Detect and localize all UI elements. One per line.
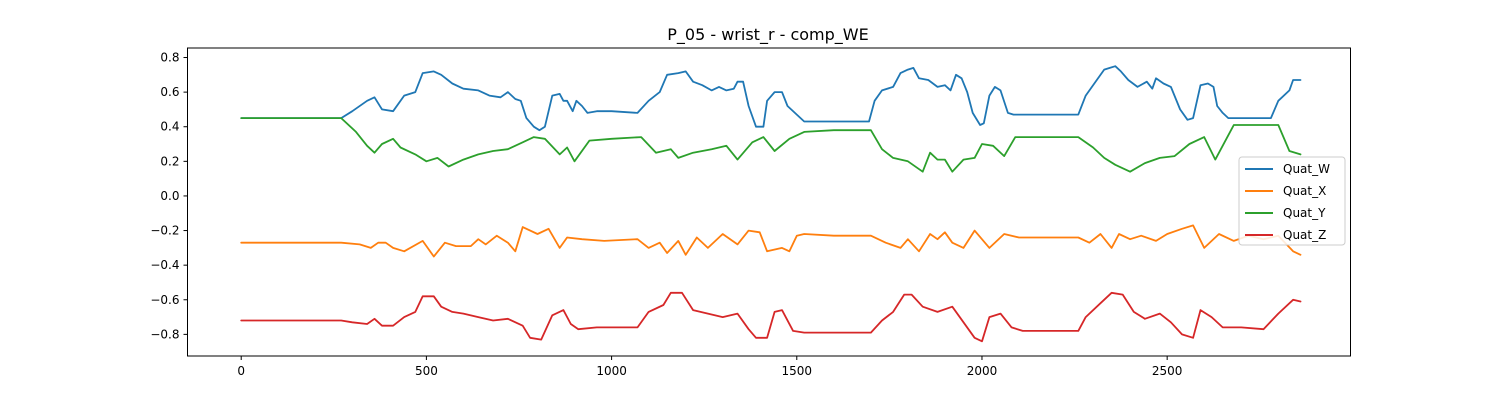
y-tick-label: 0.6 [160, 85, 179, 99]
y-tick-label: 0.8 [160, 51, 179, 65]
series-line-quat-z [240, 291, 1302, 343]
legend-label-quat-x: Quat_X [1283, 184, 1326, 198]
chart-title: P_05 - wrist_r - comp_WE [667, 25, 868, 45]
legend-label-quat-z: Quat_Z [1283, 228, 1326, 242]
y-axis: −0.8 −0.6 −0.4 −0.2 0.0 0.2 0.4 0.6 0.8 [150, 51, 188, 341]
y-tick-label: −0.2 [150, 224, 179, 238]
x-tick-label: 2000 [967, 364, 998, 378]
y-tick-label: −0.4 [150, 258, 179, 272]
series-layer [240, 65, 1302, 343]
x-tick-label: 500 [415, 364, 438, 378]
series-line-quat-x [240, 224, 1302, 258]
y-tick-label: 0.4 [160, 120, 179, 134]
x-tick-label: 2500 [1152, 364, 1183, 378]
legend-box [1238, 156, 1346, 246]
y-tick-label: 0.0 [160, 189, 179, 203]
legend: Quat_W Quat_X Quat_Y Quat_Z [1238, 156, 1346, 246]
plot-frame [187, 47, 1351, 357]
x-tick-label: 0 [237, 364, 245, 378]
x-axis: 0 500 1000 1500 2000 2500 [237, 356, 1182, 378]
x-tick-label: 1000 [596, 364, 627, 378]
y-tick-label: −0.8 [150, 327, 179, 341]
y-tick-label: 0.2 [160, 154, 179, 168]
series-line-quat-y [240, 117, 1302, 173]
legend-label-quat-w: Quat_W [1283, 162, 1330, 176]
y-tick-label: −0.6 [150, 293, 179, 307]
series-line-quat-w [240, 65, 1302, 132]
legend-label-quat-y: Quat_Y [1283, 206, 1326, 220]
x-tick-label: 1500 [782, 364, 813, 378]
